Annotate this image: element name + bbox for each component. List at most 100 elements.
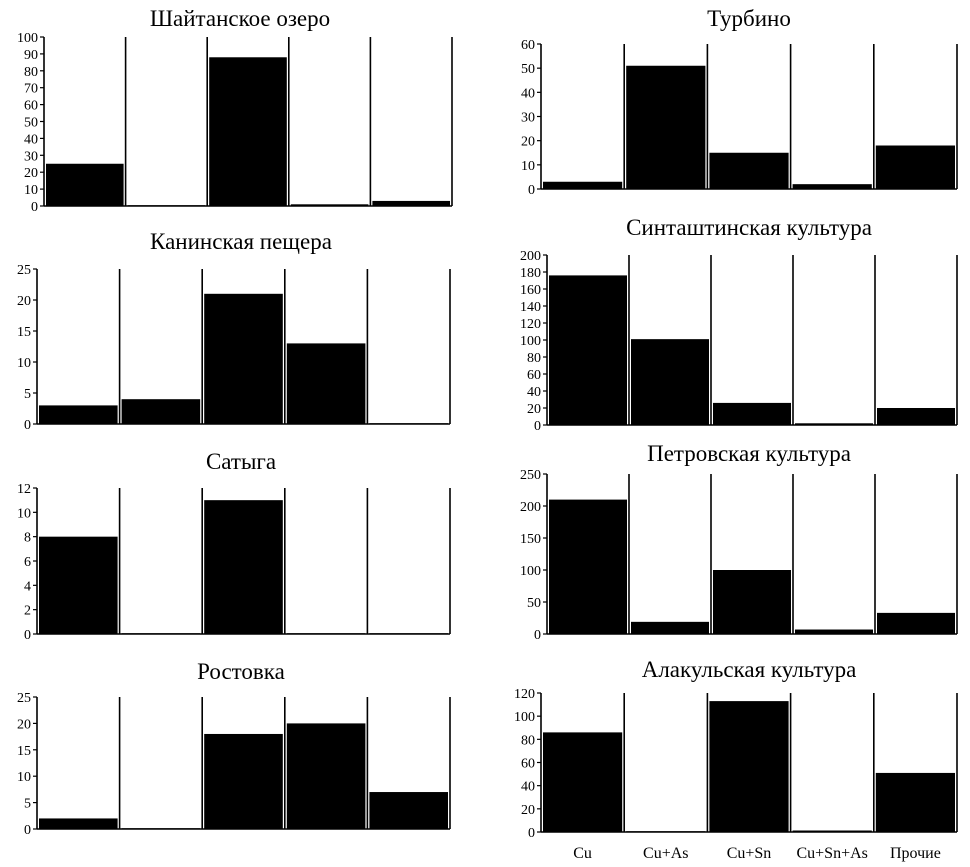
y-tick-label: 90	[24, 48, 38, 63]
chart-title: Турбино	[707, 6, 791, 31]
y-tick-label: 150	[520, 532, 541, 547]
y-tick-label: 120	[514, 687, 535, 702]
bar-cu-as	[631, 621, 709, 634]
y-tick-label: 40	[24, 132, 38, 147]
y-tick-label: 20	[17, 717, 31, 732]
bar-cu	[549, 275, 627, 425]
bar-cu-sn-as	[286, 723, 366, 829]
bar-прочие	[369, 633, 448, 634]
y-tick-label: 0	[31, 200, 38, 215]
chart-title: Синташтинская культура	[626, 215, 872, 240]
bar-cu-as	[121, 633, 201, 634]
y-tick-label: 30	[521, 111, 535, 126]
bar-cu-sn-as	[792, 830, 872, 832]
bar-cu-sn	[709, 152, 789, 189]
bar-прочие	[875, 772, 955, 832]
chart-title: Петровская культура	[647, 441, 851, 466]
y-tick-label: 6	[24, 555, 31, 570]
bar-cu	[39, 536, 118, 634]
y-tick-label: 160	[520, 283, 541, 298]
y-tick-label: 60	[527, 368, 541, 383]
chart-title: Ростовка	[197, 659, 285, 684]
y-tick-label: 120	[520, 317, 541, 332]
bar-cu-sn-as	[792, 184, 872, 189]
y-tick-label: 0	[24, 628, 31, 643]
y-tick-label: 250	[520, 468, 541, 483]
bar-cu-sn	[209, 57, 287, 206]
y-tick-label: 200	[520, 249, 541, 264]
chart-title: Алакульская культура	[642, 657, 857, 682]
y-tick-label: 50	[521, 62, 535, 77]
y-tick-label: 20	[521, 135, 535, 150]
bar-cu	[549, 499, 627, 634]
y-tick-label: 25	[17, 263, 31, 278]
x-tick-label: Cu+Sn+As	[796, 845, 867, 862]
bar-cu-as	[121, 399, 201, 424]
bar-прочие	[369, 792, 448, 829]
bar-cu-sn-as	[795, 423, 873, 425]
y-tick-label: 40	[521, 86, 535, 101]
y-tick-label: 10	[521, 159, 535, 174]
x-tick-label: Прочие	[890, 845, 941, 862]
bar-прочие	[372, 200, 450, 206]
bar-cu	[543, 181, 623, 189]
y-tick-label: 10	[17, 356, 31, 371]
bar-cu-sn	[204, 500, 283, 634]
y-tick-label: 15	[17, 325, 31, 340]
bar-cu-sn	[204, 293, 283, 424]
y-tick-label: 4	[24, 579, 31, 594]
bar-cu	[543, 732, 623, 832]
bar-cu-as	[626, 831, 706, 832]
bar-cu-sn	[204, 733, 283, 829]
y-tick-label: 140	[520, 300, 541, 315]
bar-cu-as	[127, 205, 206, 206]
y-tick-label: 200	[520, 500, 541, 515]
y-tick-label: 80	[527, 351, 541, 366]
y-tick-label: 40	[521, 780, 535, 795]
y-tick-label: 10	[17, 770, 31, 785]
bar-cu-sn-as	[286, 343, 366, 424]
x-tick-label: Cu+As	[643, 845, 688, 862]
y-tick-label: 60	[521, 38, 535, 53]
y-tick-label: 100	[17, 31, 38, 46]
chart-title: Шайтанское озеро	[150, 6, 330, 31]
y-tick-label: 12	[17, 482, 31, 497]
bar-cu	[39, 405, 118, 424]
y-tick-label: 0	[528, 183, 535, 198]
chart-title: Сатыга	[206, 449, 276, 474]
bar-cu-as	[626, 65, 706, 189]
bar-cu-sn	[709, 701, 789, 832]
y-tick-label: 50	[24, 116, 38, 131]
y-tick-label: 20	[17, 294, 31, 309]
y-tick-label: 80	[521, 733, 535, 748]
x-tick-label: Cu+Sn	[727, 845, 772, 862]
bar-cu	[39, 818, 118, 829]
y-tick-label: 80	[24, 65, 38, 80]
y-tick-label: 2	[24, 604, 31, 619]
y-tick-label: 15	[17, 744, 31, 759]
bar-прочие	[875, 145, 955, 189]
bar-cu-sn	[713, 570, 791, 634]
y-tick-label: 0	[24, 823, 31, 838]
x-tick-label: Cu	[573, 845, 592, 862]
y-tick-label: 0	[24, 418, 31, 433]
y-tick-label: 60	[24, 99, 38, 114]
y-tick-label: 40	[527, 385, 541, 400]
y-tick-label: 20	[527, 402, 541, 417]
bar-cu	[46, 163, 124, 206]
y-tick-label: 25	[17, 691, 31, 706]
bar-cu-sn	[713, 402, 791, 425]
bar-cu-sn-as	[290, 204, 369, 206]
y-tick-label: 100	[520, 334, 541, 349]
y-tick-label: 10	[24, 183, 38, 198]
y-tick-label: 30	[24, 149, 38, 164]
y-tick-label: 5	[24, 387, 31, 402]
y-tick-label: 10	[17, 506, 31, 521]
y-tick-label: 0	[534, 419, 541, 434]
y-tick-label: 0	[528, 826, 535, 841]
bar-прочие	[877, 408, 955, 425]
chart-title: Канинская пещера	[150, 229, 332, 254]
y-tick-label: 100	[520, 564, 541, 579]
y-tick-label: 100	[514, 710, 535, 725]
y-tick-label: 8	[24, 531, 31, 546]
